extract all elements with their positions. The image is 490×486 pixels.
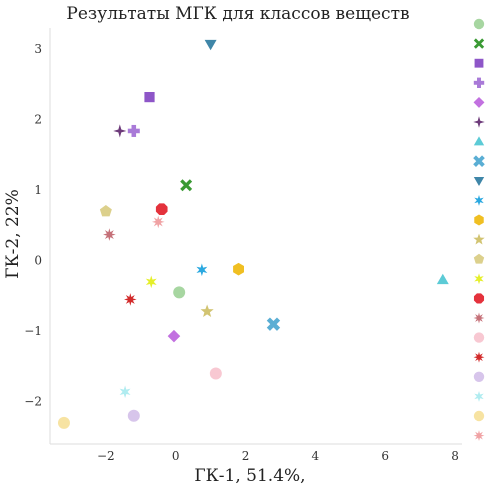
y-axis-label: ГК-2, 22% [3,189,23,279]
legend-marker [473,233,485,245]
legend-marker [473,18,485,30]
legend-marker [473,410,485,422]
legend-marker [473,136,485,146]
data-point [200,304,214,318]
legend-marker [473,351,485,363]
data-point [209,367,222,380]
legend-marker [473,293,485,304]
legend-marker [473,332,485,343]
data-point [204,39,217,51]
data-point [57,416,70,429]
data-point [144,91,155,103]
data-point [167,329,181,343]
legend-marker [474,58,484,68]
legend-marker [474,273,484,285]
legend-marker [473,430,485,442]
x-tick-label: 6 [381,449,389,463]
data-point [436,273,449,285]
x-tick-label: 4 [312,449,320,463]
x-axis-label: ГК-1, 51.4%, [194,466,305,486]
x-tick-label: 2 [242,449,250,463]
data-point [127,409,140,422]
y-tick-label: 1 [34,183,42,197]
x-tick-label: 8 [451,449,459,463]
legend-marker [473,155,485,167]
data-point [233,262,244,276]
data-point [196,263,208,277]
data-point [103,228,116,241]
data-point [180,179,193,192]
legend-marker [474,214,484,226]
data-point [155,203,168,216]
y-tick-label: 3 [34,42,42,56]
legend-marker [473,77,485,88]
y-tick-label: −1 [24,324,42,338]
legend-marker [474,194,484,206]
data-point [266,317,281,331]
legend-marker [473,312,485,324]
x-tick-label: −2 [97,449,115,463]
y-tick-label: 2 [34,113,42,127]
y-tick-label: −2 [24,395,42,409]
legend-marker [473,371,485,382]
data-point [173,286,186,299]
x-tick-label: 0 [172,449,180,463]
data-point [151,215,165,229]
y-tick-label: 0 [34,254,42,268]
data-point [99,205,112,217]
chart-title: Результаты МГК для классов веществ [66,4,409,24]
legend-marker [473,177,485,186]
legend-marker [474,390,484,402]
data-point [127,124,140,137]
legend-marker [473,38,485,49]
legend-marker [473,116,485,128]
data-point [124,293,137,306]
legend-marker [473,253,485,264]
data-point [113,124,127,138]
data-point [145,275,157,289]
legend-marker [473,96,485,108]
data-point [119,385,131,399]
